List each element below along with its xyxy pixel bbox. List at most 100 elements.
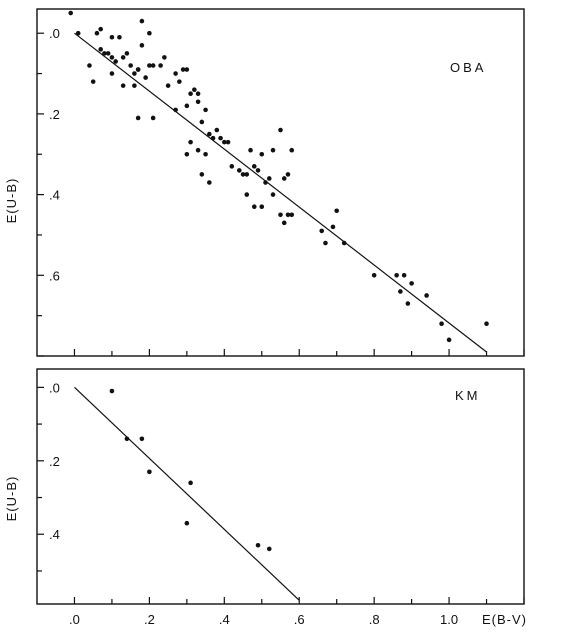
oba-data-point: [173, 71, 178, 76]
oba-data-point: [132, 71, 137, 76]
oba-data-point: [135, 67, 141, 72]
oba-data-point: [199, 172, 205, 177]
oba-data-point: [222, 139, 227, 145]
x-tick-label: .2: [144, 612, 155, 627]
oba-data-point: [285, 212, 291, 218]
oba-data-point: [184, 151, 190, 157]
oba-data-point: [323, 240, 328, 246]
x-tick-label: .0: [69, 612, 80, 627]
oba-data-point: [184, 103, 190, 109]
oba-y-tick-label: .6: [49, 268, 60, 283]
oba-data-point: [281, 220, 287, 226]
oba-data-point: [98, 47, 103, 52]
oba-data-point: [98, 26, 103, 32]
oba-data-point: [90, 79, 96, 84]
oba-data-point: [330, 224, 336, 230]
oba-data-point: [173, 107, 178, 113]
km-panel-label: KM: [455, 388, 481, 403]
oba-data-point: [199, 119, 205, 125]
oba-data-point: [263, 180, 268, 185]
oba-data-point: [401, 273, 407, 278]
oba-data-point: [177, 79, 182, 84]
km-y-tick-label: .0: [49, 380, 60, 395]
km-data-point: [188, 480, 193, 486]
km-data-point: [255, 542, 261, 548]
oba-data-point: [135, 115, 141, 121]
km-data-point: [109, 388, 115, 394]
km-panel: .0 .2 .4 KM E(U-B): [4, 368, 525, 605]
oba-data-point: [214, 127, 220, 133]
oba-data-point: [184, 67, 190, 72]
oba-data-point: [192, 87, 197, 92]
oba-data-point: [278, 212, 283, 218]
oba-data-point: [244, 172, 250, 177]
x-tick-labels: .0 .2 .4 .6 .8 1.0: [69, 612, 458, 627]
km-y-tick-label: .2: [49, 454, 60, 469]
km-data-point: [124, 436, 130, 442]
oba-data-point: [109, 55, 115, 60]
oba-data-point: [334, 208, 339, 214]
oba-data-point: [120, 83, 126, 88]
oba-data-point: [120, 55, 126, 60]
oba-data-point: [270, 147, 276, 153]
oba-data-point: [165, 83, 171, 88]
oba-data-point: [319, 228, 325, 234]
oba-points: [68, 10, 489, 343]
oba-data-point: [113, 59, 118, 64]
oba-data-point: [150, 63, 156, 68]
oba-data-point: [210, 135, 216, 141]
oba-data-point: [109, 34, 115, 40]
oba-data-point: [203, 151, 208, 157]
oba-data-point: [424, 293, 429, 298]
oba-data-point: [105, 51, 111, 56]
oba-data-point: [259, 204, 265, 210]
oba-y-tick-label: .0: [49, 26, 60, 41]
oba-data-point: [248, 147, 253, 153]
km-y-axis-label: E(U-B): [4, 476, 19, 522]
oba-data-point: [255, 168, 261, 173]
km-plot-frame: [36, 368, 525, 605]
oba-y-tick-label: .4: [49, 188, 60, 203]
oba-data-point: [94, 30, 100, 36]
km-points: [109, 388, 272, 552]
oba-data-point: [236, 168, 242, 173]
oba-data-point: [180, 67, 186, 72]
oba-data-point: [75, 30, 81, 36]
km-ticks: .0 .2 .4: [37, 380, 525, 604]
oba-data-point: [240, 172, 246, 177]
oba-data-point: [188, 91, 193, 97]
oba-data-point: [143, 75, 148, 80]
oba-data-point: [225, 139, 231, 145]
km-data-point: [139, 436, 145, 442]
oba-data-point: [147, 30, 152, 36]
oba-data-point: [259, 151, 265, 157]
oba-data-point: [409, 281, 414, 286]
oba-data-point: [207, 180, 212, 185]
oba-data-point: [278, 127, 283, 133]
oba-y-tick-label: .2: [49, 107, 60, 122]
oba-data-point: [147, 63, 152, 68]
oba-data-point: [289, 212, 295, 218]
oba-data-point: [251, 164, 257, 169]
x-axis-label: E(B-V): [482, 612, 527, 627]
oba-data-point: [439, 321, 444, 327]
oba-data-point: [87, 63, 92, 68]
oba-data-point: [139, 43, 145, 48]
oba-data-point: [132, 83, 137, 88]
oba-data-point: [285, 172, 291, 177]
oba-data-point: [405, 301, 411, 306]
oba-data-point: [341, 240, 347, 246]
oba-data-point: [229, 164, 235, 169]
oba-data-point: [281, 176, 287, 181]
oba-data-point: [139, 18, 145, 24]
oba-data-point: [207, 131, 212, 137]
x-tick-label: .4: [219, 612, 230, 627]
oba-data-point: [128, 63, 133, 68]
x-tick-label: 1.0: [440, 612, 458, 627]
oba-panel: .0 .2 .4 .6 OBA E(U-B): [4, 8, 525, 357]
oba-data-point: [124, 51, 130, 56]
x-tick-label: .8: [369, 612, 380, 627]
oba-ticks: .0 .2 .4 .6: [37, 26, 525, 357]
x-tick-label: .6: [294, 612, 305, 627]
oba-data-point: [371, 273, 377, 278]
